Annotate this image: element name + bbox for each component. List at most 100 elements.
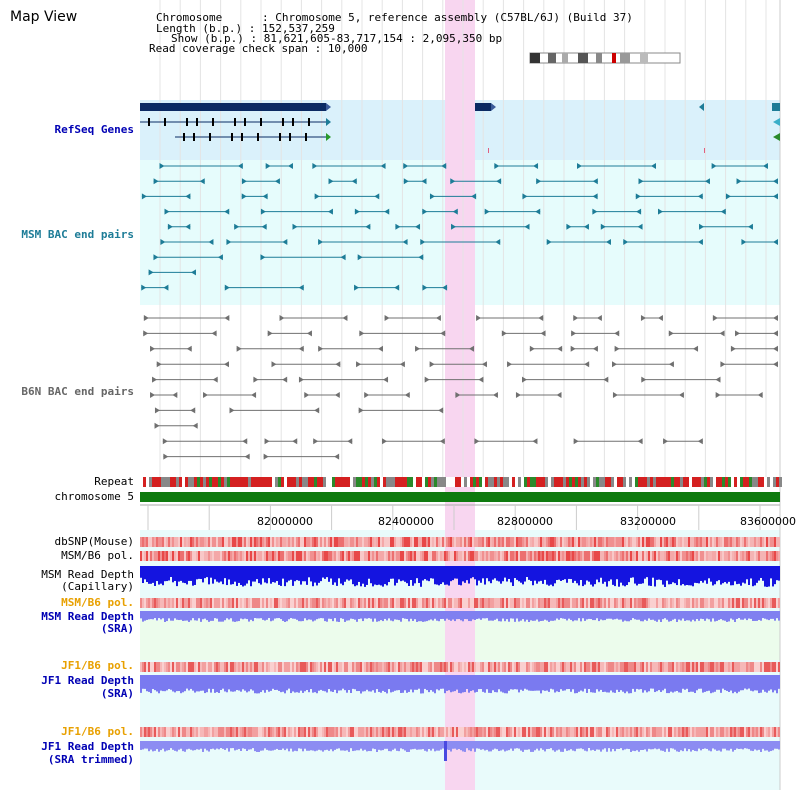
heat-cell <box>236 598 238 608</box>
depth-bar <box>760 741 762 752</box>
depth-bar <box>590 675 592 693</box>
depth-bar <box>740 675 742 691</box>
heat-cell <box>156 662 158 672</box>
track-label-jf1-depth-trimmed[interactable]: JF1 Read Depth <box>41 740 134 753</box>
depth-bar <box>518 611 520 622</box>
heat-cell <box>196 537 198 547</box>
depth-bar <box>226 741 228 749</box>
depth-bar <box>520 675 522 690</box>
heat-cell <box>240 727 242 737</box>
depth-bar <box>578 566 580 586</box>
depth-bar <box>750 675 752 691</box>
track-label-refseq[interactable]: RefSeq Genes <box>54 123 134 136</box>
track-label-jf1-b6-pol-2[interactable]: JF1/B6 pol. <box>61 725 134 738</box>
heat-cell <box>692 537 694 547</box>
heat-cell <box>188 537 190 547</box>
heat-cell <box>758 727 760 737</box>
heat-cell <box>554 551 556 561</box>
bac-end <box>241 193 247 200</box>
heat-cell <box>724 537 726 547</box>
track-label-jf1-depth-sra[interactable]: JF1 Read Depth <box>41 674 134 687</box>
heat-cell <box>482 537 484 547</box>
heat-cell <box>432 727 434 737</box>
track-label-msm-depth-sra[interactable]: MSM Read Depth <box>41 610 134 623</box>
heat-cell <box>426 551 428 561</box>
depth-bar <box>522 566 524 585</box>
heat-cell <box>460 598 462 608</box>
track-label-msm-depth-capillary[interactable]: MSM Read Depth <box>41 568 134 581</box>
depth-bar <box>498 566 500 582</box>
heat-cell <box>206 551 208 561</box>
depth-bar <box>422 741 424 750</box>
heat-cell <box>194 598 196 608</box>
heat-cell <box>406 727 408 737</box>
track-label-chromosome[interactable]: chromosome 5 <box>54 490 134 503</box>
heat-cell <box>310 727 312 737</box>
heat-cell <box>498 537 500 547</box>
heat-cell <box>558 727 560 737</box>
heat-cell <box>318 537 320 547</box>
heat-cell <box>466 551 468 561</box>
repeat-segment <box>341 477 344 487</box>
repeat-segment <box>752 477 755 487</box>
track-label-msm-b6-pol[interactable]: MSM/B6 pol. <box>61 549 134 562</box>
depth-bar <box>520 566 522 583</box>
heat-cell <box>258 662 260 672</box>
heat-cell <box>732 551 734 561</box>
track-label-jf1-b6-pol[interactable]: JF1/B6 pol. <box>61 659 134 672</box>
heat-cell <box>402 551 404 561</box>
depth-bar <box>286 741 288 749</box>
heat-cell <box>208 727 210 737</box>
bac-end <box>640 315 646 321</box>
heat-cell <box>332 662 334 672</box>
depth-bar <box>530 675 532 691</box>
depth-bar <box>148 675 150 692</box>
heat-cell <box>272 598 274 608</box>
heat-cell <box>376 727 378 737</box>
repeat-segment <box>383 477 386 487</box>
repeat-segment <box>470 477 473 487</box>
depth-bar <box>460 741 462 751</box>
depth-bar <box>478 611 480 619</box>
depth-bar <box>324 566 326 579</box>
depth-bar <box>198 741 200 750</box>
heat-cell <box>694 551 696 561</box>
depth-bar <box>560 741 562 752</box>
heat-cell <box>150 727 152 737</box>
heat-cell <box>230 662 232 672</box>
depth-bar <box>696 566 698 584</box>
depth-bar <box>648 611 650 619</box>
heat-cell <box>732 537 734 547</box>
heat-cell <box>728 662 730 672</box>
bac-end <box>557 345 563 352</box>
depth-bar <box>622 566 624 586</box>
track-label-msm-bac[interactable]: MSM BAC end pairs <box>21 228 134 241</box>
depth-bar <box>464 675 466 693</box>
heat-cell <box>362 662 364 672</box>
heat-cell <box>768 551 770 561</box>
heat-cell <box>386 537 388 547</box>
heat-cell <box>674 598 676 608</box>
repeat-segment <box>605 477 608 487</box>
bac-end <box>354 208 360 215</box>
heat-cell <box>268 662 270 672</box>
repeat-segment <box>500 477 503 487</box>
track-label-dbsnp[interactable]: dbSNP(Mouse) <box>54 535 134 548</box>
heat-cell <box>750 537 752 547</box>
track-label-repeat[interactable]: Repeat <box>94 475 134 488</box>
bac-end <box>712 315 718 321</box>
heat-cell <box>588 727 590 737</box>
track-label-msm-b6-pol-2[interactable]: MSM/B6 pol. <box>61 596 134 609</box>
repeat-segment <box>347 477 350 487</box>
bac-end <box>354 284 360 291</box>
track-label-b6n-bac[interactable]: B6N BAC end pairs <box>21 385 134 398</box>
bac-end <box>612 392 618 398</box>
bac-end <box>524 223 530 230</box>
heat-cell <box>148 598 150 608</box>
depth-bar <box>310 611 312 620</box>
heat-cell <box>304 662 306 672</box>
heat-cell <box>420 662 422 672</box>
bac-end <box>395 223 401 230</box>
depth-bar <box>518 741 520 749</box>
